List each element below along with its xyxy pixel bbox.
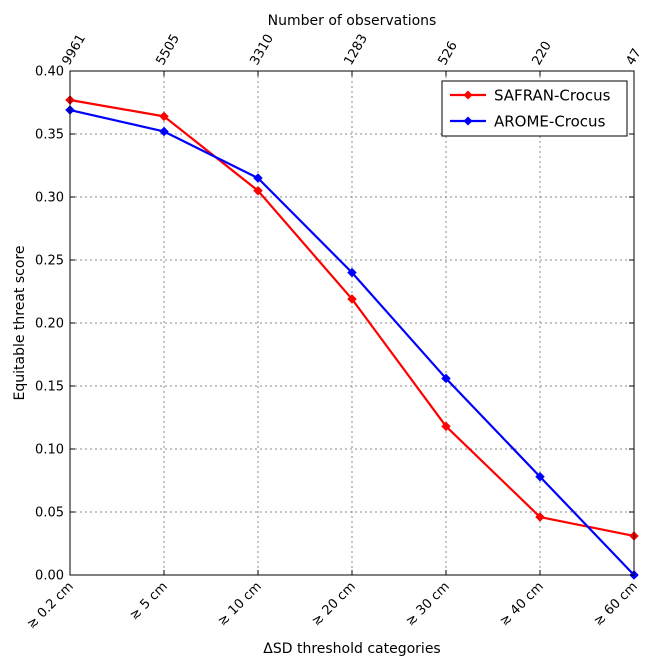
top-tick-label: 526: [435, 39, 460, 68]
top-tick-label: 3310: [247, 32, 277, 68]
data-point: [347, 294, 357, 304]
data-point: [347, 267, 357, 278]
x-tick-label: ≳ 20 cm: [309, 579, 359, 629]
top-tick-label: 220: [529, 39, 554, 68]
data-point: [535, 471, 545, 482]
legend-marker: [463, 116, 473, 126]
top-tick-label: 5505: [153, 32, 183, 68]
legend-box: [441, 80, 628, 137]
x-tick-label: ≳ 30 cm: [403, 579, 453, 629]
y-tick-label: 0.15: [35, 380, 64, 395]
y-tick-label: 0.05: [35, 506, 64, 521]
top-tick-label: 47: [623, 46, 644, 68]
top-tick-label: 1283: [341, 32, 371, 68]
series-arome-crocus: [65, 105, 639, 580]
x-tick-label: ≳ 40 cm: [497, 579, 547, 629]
x-tick-label: ≳ 5 cm: [127, 579, 171, 623]
y-tick-label: 0.25: [35, 254, 64, 269]
data-point: [159, 126, 169, 137]
y-tick-label: 0.10: [35, 443, 64, 458]
y-tick-label: 0.40: [35, 65, 64, 80]
legend-label: AROME-Crocus: [494, 113, 606, 131]
x-tick-label: ≳ 0.2 cm: [24, 579, 77, 632]
data-point: [535, 512, 545, 522]
y-axis-title: Equitable threat score: [12, 246, 28, 401]
y-tick-label: 0.30: [35, 191, 64, 206]
x-tick-label: ≳ 10 cm: [215, 579, 265, 629]
y-tick-label: 0.00: [35, 569, 64, 584]
top-axis-ticks: 9961 5505 3310 1283 526 220 47: [59, 32, 645, 76]
data-point: [253, 173, 263, 183]
y-axis-ticks: 0.00 0.05 0.10 0.15 0.20 0.25 0.30 0.35 0.40: [35, 65, 634, 584]
data-point: [441, 421, 451, 432]
legend: SAFRAN-Crocus AROME-Crocus: [441, 80, 628, 137]
top-axis-title: Number of observations: [268, 13, 437, 29]
data-point: [253, 185, 263, 196]
x-axis-title: ΔSD threshold categories: [263, 641, 440, 657]
legend-label: SAFRAN-Crocus: [494, 87, 611, 105]
grid-lines: [70, 71, 634, 575]
data-point: [159, 111, 169, 122]
top-tick-label: 9961: [59, 32, 89, 68]
x-axis-ticks: ≳ 0.2 cm ≳ 5 cm ≳ 10 cm ≳ 20 cm ≳ 30 cm ≳ 40 …: [24, 570, 641, 632]
legend-marker: [463, 90, 473, 100]
y-tick-label: 0.35: [35, 128, 64, 143]
x-tick-label: ≳ 60 cm: [591, 579, 641, 629]
data-point: [441, 373, 451, 384]
y-tick-label: 0.20: [35, 317, 64, 332]
